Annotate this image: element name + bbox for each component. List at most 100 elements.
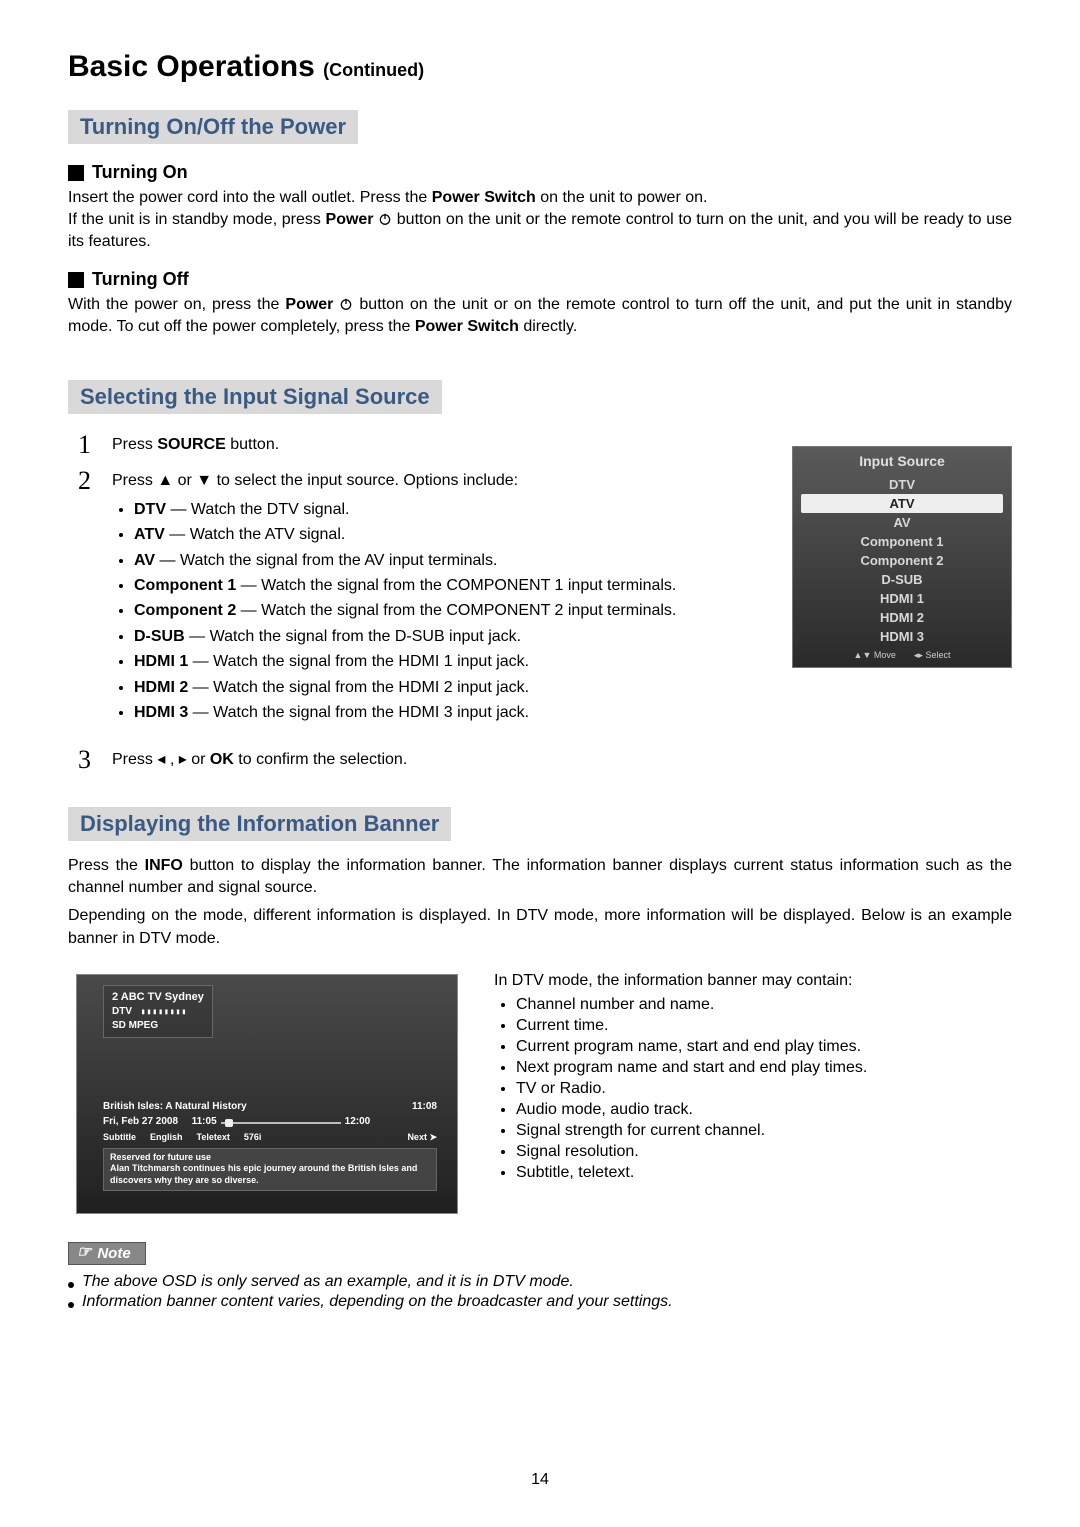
title-main: Basic Operations — [68, 50, 315, 83]
list-item: Channel number and name. — [516, 996, 1012, 1014]
list-item: HDMI 3 — Watch the signal from the HDMI … — [134, 702, 676, 724]
banner-tag: Subtitle — [103, 1132, 136, 1142]
banner-codec: SD MPEG — [112, 1019, 204, 1033]
banner-top-box: 2 ABC TV Sydney DTV ▮▮▮▮▮▮▮▮ SD MPEG — [103, 985, 213, 1038]
osd-item: Component 2 — [793, 551, 1011, 570]
text-bold: SOURCE — [157, 436, 225, 453]
banner-description: Reserved for future use Alan Titchmarsh … — [103, 1148, 437, 1191]
osd-item: HDMI 3 — [793, 627, 1011, 646]
osd-hint-select: ◂▸ Select — [914, 650, 951, 661]
osd-info-banner: 2 ABC TV Sydney DTV ▮▮▮▮▮▮▮▮ SD MPEG Bri… — [76, 974, 458, 1214]
list-item: TV or Radio. — [516, 1080, 1012, 1098]
osd-item: DTV — [793, 475, 1011, 494]
text: Note — [97, 1245, 130, 1262]
banner-start-time: 11:05 — [192, 1115, 217, 1130]
banner-mode: DTV — [112, 1006, 132, 1017]
text: Press — [112, 436, 157, 453]
banner-bottom: British Isles: A Natural History 11:08 F… — [103, 1100, 437, 1191]
text: If the unit is in standby mode, press — [68, 211, 326, 228]
list-item: Component 1 — Watch the signal from the … — [134, 575, 676, 597]
osd-item: HDMI 1 — [793, 589, 1011, 608]
bullet-dot-icon — [68, 1302, 74, 1308]
text: Press the — [68, 857, 145, 874]
text: button. — [226, 436, 279, 453]
banner-program-name: British Isles: A Natural History — [103, 1100, 247, 1115]
note-label: ☞ Note — [68, 1242, 146, 1265]
banner-progress-knob — [225, 1119, 233, 1127]
osd-item: AV — [793, 513, 1011, 532]
banner-tag: Teletext — [197, 1132, 230, 1142]
list-item: Current program name, start and end play… — [516, 1038, 1012, 1056]
power-icon — [339, 297, 353, 311]
text-bold: Power — [285, 296, 333, 313]
body-text: Depending on the mode, different informa… — [68, 905, 1012, 949]
power-icon — [378, 212, 392, 226]
text: Move — [874, 650, 896, 660]
text: With the power on, press the — [68, 296, 285, 313]
subsection-title: Turning Off — [92, 269, 189, 290]
body-text: Insert the power cord into the wall outl… — [68, 187, 1012, 253]
list-item: ATV — Watch the ATV signal. — [134, 524, 676, 546]
options-list: DTV — Watch the DTV signal. ATV — Watch t… — [134, 499, 676, 725]
list-item: HDMI 2 — Watch the signal from the HDMI … — [134, 677, 676, 699]
banner-tags: SubtitleEnglishTeletext576i — [103, 1131, 275, 1144]
list-item: Signal strength for current channel. — [516, 1122, 1012, 1140]
subsection-turning-off: Turning Off — [68, 269, 1012, 290]
list-item: Signal resolution. — [516, 1143, 1012, 1161]
osd-item: HDMI 2 — [793, 608, 1011, 627]
list-item: DTV — Watch the DTV signal. — [134, 499, 676, 521]
text: The above OSD is only served as an examp… — [82, 1273, 574, 1291]
step-number: 1 — [78, 432, 112, 458]
text: Reserved for future use — [110, 1152, 430, 1164]
step-number: 2 — [78, 468, 112, 727]
bullet-square-icon — [68, 165, 84, 181]
osd-item: ATV — [801, 494, 1003, 513]
page-number: 14 — [0, 1471, 1080, 1489]
text-bold: Power Switch — [415, 318, 519, 335]
signal-bars-icon: ▮▮▮▮▮▮▮▮ — [141, 1007, 188, 1016]
body-text: Press the INFO button to display the inf… — [68, 855, 1012, 899]
text: to confirm the selection. — [234, 751, 407, 768]
note-items: The above OSD is only served as an examp… — [68, 1273, 1012, 1311]
list-item: AV — Watch the signal from the AV input … — [134, 550, 676, 572]
section-heading-power: Turning On/Off the Power — [68, 110, 358, 144]
text: Press ◂ , ▸ or — [112, 751, 210, 768]
note-section: ☞ Note — [68, 1242, 146, 1265]
list-item: Subtitle, teletext. — [516, 1164, 1012, 1182]
text: on the unit to power on. — [536, 189, 708, 206]
list-item: D-SUB — Watch the signal from the D-SUB … — [134, 626, 676, 648]
list-item: HDMI 1 — Watch the signal from the HDMI … — [134, 651, 676, 673]
text: directly. — [519, 318, 577, 335]
step-1: 1 Press SOURCE button. — [78, 432, 772, 458]
banner-tag: 576i — [244, 1132, 262, 1142]
text: In DTV mode, the information banner may … — [494, 972, 1012, 990]
step-3: 3 Press ◂ , ▸ or OK to confirm the selec… — [78, 747, 772, 773]
text: Information banner content varies, depen… — [82, 1293, 673, 1311]
page-title: Basic Operations (Continued) — [68, 50, 1012, 84]
text: Insert the power cord into the wall outl… — [68, 189, 432, 206]
info-items-list: Channel number and name.Current time.Cur… — [516, 996, 1012, 1182]
osd-footer: ▲▼ Move ◂▸ Select — [793, 646, 1011, 667]
text-bold: Power — [326, 211, 374, 228]
text-bold: OK — [210, 751, 234, 768]
banner-clock: 11:08 — [412, 1100, 437, 1115]
banner-progress — [221, 1122, 341, 1124]
list-item: Next program name and start and end play… — [516, 1059, 1012, 1077]
body-text: With the power on, press the Power butto… — [68, 294, 1012, 338]
list-item: Audio mode, audio track. — [516, 1101, 1012, 1119]
bullet-dot-icon — [68, 1282, 74, 1288]
section-heading-info-banner: Displaying the Information Banner — [68, 807, 451, 841]
osd-hint-move: ▲▼ Move — [854, 650, 896, 661]
title-continued: (Continued) — [323, 60, 424, 80]
subsection-title: Turning On — [92, 162, 188, 183]
osd-title: Input Source — [793, 447, 1011, 475]
pointing-hand-icon: ☞ — [77, 1245, 91, 1261]
osd-item: Component 1 — [793, 532, 1011, 551]
step-number: 3 — [78, 747, 112, 773]
info-banner-contents: In DTV mode, the information banner may … — [458, 966, 1012, 1185]
text-bold: Power Switch — [432, 189, 536, 206]
osd-input-source: Input Source DTVATVAVComponent 1Componen… — [792, 446, 1012, 668]
section-heading-input-source: Selecting the Input Signal Source — [68, 380, 442, 414]
banner-end-time: 12:00 — [345, 1115, 371, 1130]
note-item: Information banner content varies, depen… — [68, 1293, 1012, 1311]
